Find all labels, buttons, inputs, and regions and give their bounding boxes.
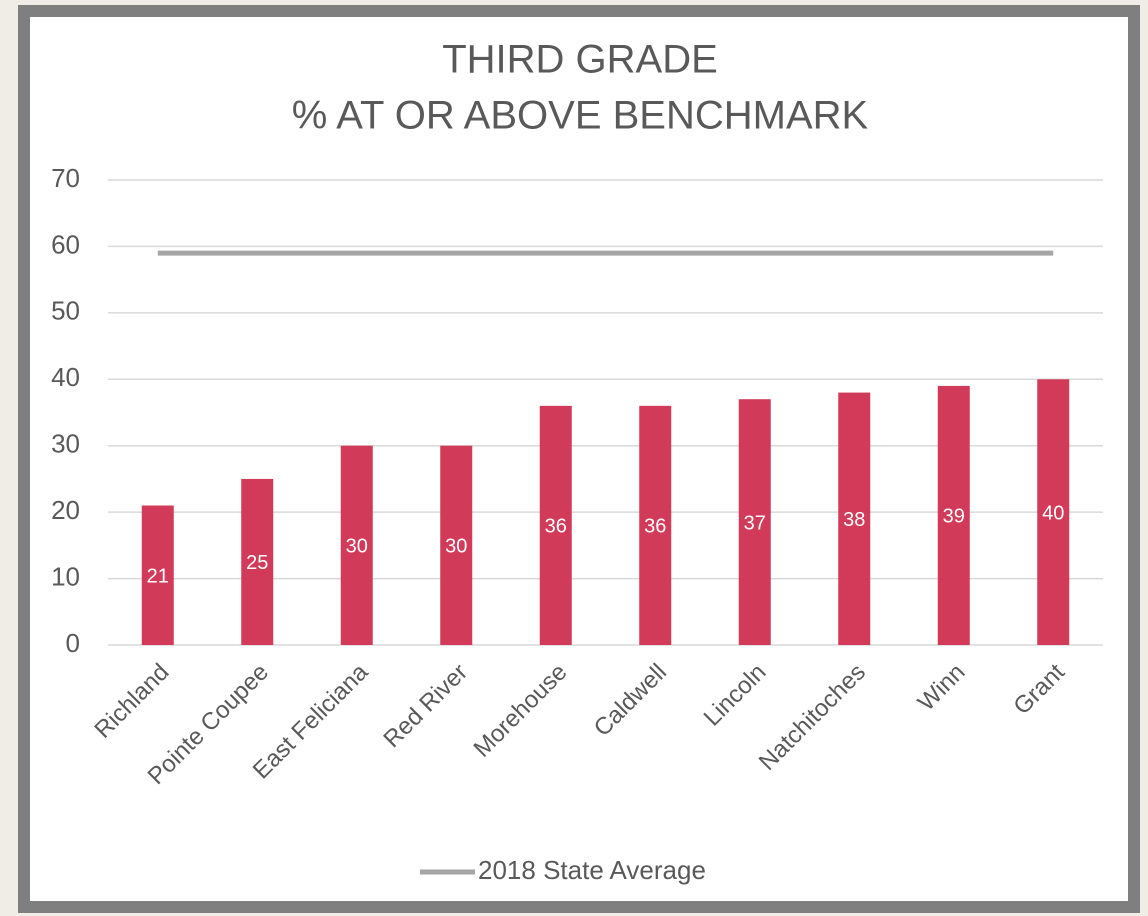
bar: [440, 445, 473, 645]
y-tick-label: 40: [51, 362, 80, 392]
bar: [340, 445, 373, 645]
chart-title: THIRD GRADE: [442, 38, 718, 82]
bar: [241, 478, 274, 645]
data-label: 39: [943, 506, 965, 528]
bar: [937, 385, 970, 645]
y-tick-label: 0: [66, 628, 80, 658]
y-tick-label: 50: [51, 296, 80, 326]
data-label: 30: [445, 536, 467, 558]
y-tick-label: 10: [51, 561, 80, 591]
data-label: 38: [843, 509, 865, 531]
bar: [539, 405, 572, 645]
bar: [141, 505, 174, 645]
legend-label: 2018 State Average: [478, 855, 706, 885]
data-label: 36: [644, 516, 666, 538]
data-label: 36: [545, 516, 567, 538]
y-tick-label: 70: [51, 163, 80, 193]
chart-title: % AT OR ABOVE BENCHMARK: [292, 94, 869, 138]
y-tick-label: 20: [51, 495, 80, 525]
data-label: 30: [346, 536, 368, 558]
data-label: 40: [1042, 502, 1064, 524]
bar: [639, 405, 672, 645]
y-tick-label: 30: [51, 429, 80, 459]
bar: [738, 399, 771, 645]
data-label: 25: [246, 552, 268, 574]
y-tick-label: 60: [51, 229, 80, 259]
bar: [838, 392, 871, 645]
data-label: 37: [744, 512, 766, 534]
data-label: 21: [147, 566, 169, 588]
bar: [1037, 379, 1070, 645]
